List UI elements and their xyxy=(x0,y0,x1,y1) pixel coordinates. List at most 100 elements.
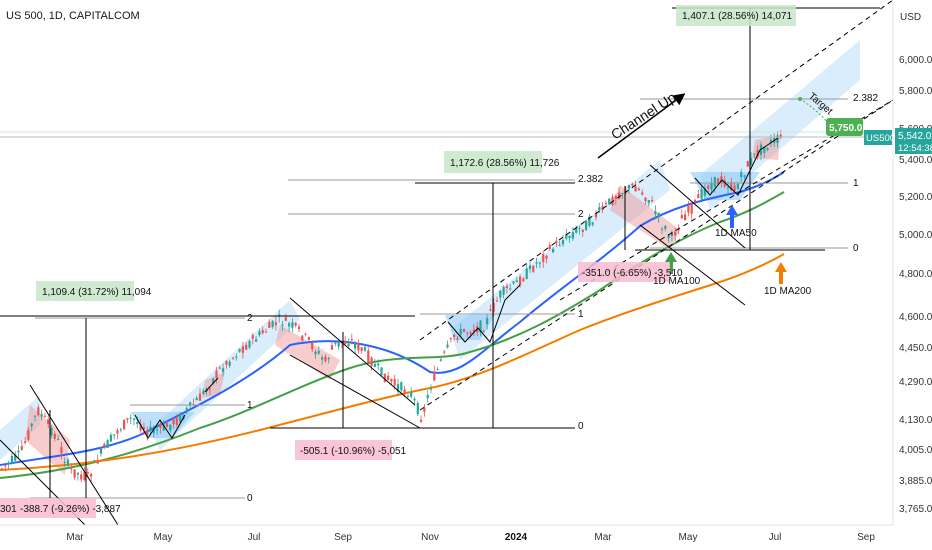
candle-body xyxy=(136,422,139,425)
candle-body xyxy=(736,184,739,190)
svg-text:-351.0 (-6.65%) -3,510: -351.0 (-6.65%) -3,510 xyxy=(582,268,683,279)
candle-body xyxy=(462,328,466,332)
measure-down-1: 301 -388.7 (-9.26%) -3,887 xyxy=(0,498,121,518)
candle-body xyxy=(294,322,297,326)
candle-body xyxy=(255,339,258,342)
candle-body xyxy=(363,347,367,351)
candle-body xyxy=(406,395,409,397)
y-tick-label: 4,600.0 xyxy=(899,312,932,323)
candle-body xyxy=(594,213,598,218)
candle-body xyxy=(403,389,406,393)
candle-body xyxy=(410,392,413,397)
candle-body xyxy=(57,439,60,441)
svg-text:301: 301 xyxy=(0,504,17,515)
candle-body xyxy=(129,417,132,419)
svg-text:1,172.6 (28.56%) 11,726: 1,172.6 (28.56%) 11,726 xyxy=(450,158,560,169)
candle-body xyxy=(149,426,152,432)
y-tick-label: 5,800.0 xyxy=(899,86,932,97)
y-axis-ticks: 6,000.05,800.05,600.05,400.05,200.05,000… xyxy=(899,55,932,515)
channel-up-dashed xyxy=(419,0,894,341)
channel-up-dashed xyxy=(419,99,894,411)
candle-body xyxy=(631,183,634,186)
candle-body xyxy=(261,329,264,334)
candle-body xyxy=(627,185,631,189)
candle-body xyxy=(703,188,706,196)
candle-body xyxy=(766,147,769,150)
y-tick-label: 4,290.0 xyxy=(899,377,932,388)
candle-body xyxy=(93,460,96,462)
candle-body xyxy=(20,445,23,450)
candle-body xyxy=(301,335,304,341)
red-highlight xyxy=(202,372,225,398)
candle-body xyxy=(420,419,423,422)
symbol-tag-text: US500 xyxy=(866,133,895,144)
target-box: 5,750.0 xyxy=(826,118,863,136)
y-tick-label: 5,400.0 xyxy=(899,155,932,166)
fib-label: 2 xyxy=(247,313,253,324)
ma200-label: 1D MA200 xyxy=(764,286,812,297)
candle-body xyxy=(172,418,175,425)
candle-body xyxy=(27,430,30,440)
candle-body xyxy=(288,323,291,327)
candle-body xyxy=(284,317,287,321)
candle-body xyxy=(373,363,376,367)
candle-body xyxy=(618,192,621,199)
candle-body xyxy=(324,356,327,362)
candle-body xyxy=(50,427,53,436)
fib-label: 0 xyxy=(853,243,859,254)
candle-body xyxy=(575,228,578,233)
ma50-arrow xyxy=(726,205,738,228)
candle-body xyxy=(674,231,677,236)
candle-body xyxy=(565,233,568,239)
ma100-label: 1D MA100 xyxy=(653,276,701,287)
candle-body xyxy=(83,471,86,480)
candle-body xyxy=(274,322,277,326)
candle-body xyxy=(0,468,4,470)
ma50-line xyxy=(0,171,785,466)
candle-body xyxy=(248,341,251,348)
candle-body xyxy=(472,329,475,332)
x-tick-label: May xyxy=(679,532,698,543)
x-axis-ticks: Mar May Jul Sep Nov 2024 Mar May Jul Sep xyxy=(66,532,875,543)
x-tick-label: Jul xyxy=(769,532,782,543)
candle-body xyxy=(717,178,720,185)
candle-body xyxy=(113,434,116,436)
ma200-arrow xyxy=(775,262,787,284)
pattern-zigzag xyxy=(447,284,521,343)
candle-body xyxy=(558,245,561,247)
candle-body xyxy=(291,322,294,328)
candle-body xyxy=(571,232,574,239)
candle-body xyxy=(710,182,713,190)
candle-body xyxy=(644,197,647,202)
svg-text:-505.1 (-10.96%) -5,051: -505.1 (-10.96%) -5,051 xyxy=(300,446,407,457)
candle-body xyxy=(132,418,136,420)
candle-body xyxy=(86,472,89,474)
candle-body xyxy=(479,320,482,333)
candle-body xyxy=(423,407,426,412)
drawings xyxy=(0,0,894,526)
candle-body xyxy=(37,407,40,416)
falling-channel-line xyxy=(289,297,416,406)
candle-body xyxy=(208,388,211,390)
y-tick-label: 6,000.0 xyxy=(899,55,932,66)
candle-body xyxy=(73,469,76,478)
candle-body xyxy=(317,350,320,354)
candle-body xyxy=(360,347,363,351)
pattern-zigzag xyxy=(204,377,219,393)
candle-body xyxy=(707,185,710,190)
candle-body xyxy=(726,187,730,189)
candle-body xyxy=(222,368,225,372)
candle-body xyxy=(330,345,334,350)
candle-body xyxy=(297,326,301,330)
candle-body xyxy=(228,361,231,366)
candle-body xyxy=(664,226,667,229)
candle-body xyxy=(347,344,350,347)
measure-up-3: 1,407.1 (28.56%) 14,071 xyxy=(676,5,796,26)
candle-body xyxy=(469,332,472,335)
candle-body xyxy=(453,334,456,337)
candle-body xyxy=(159,423,162,428)
candle-body xyxy=(561,240,565,245)
candle-body xyxy=(258,331,261,336)
candle-body xyxy=(24,441,27,443)
